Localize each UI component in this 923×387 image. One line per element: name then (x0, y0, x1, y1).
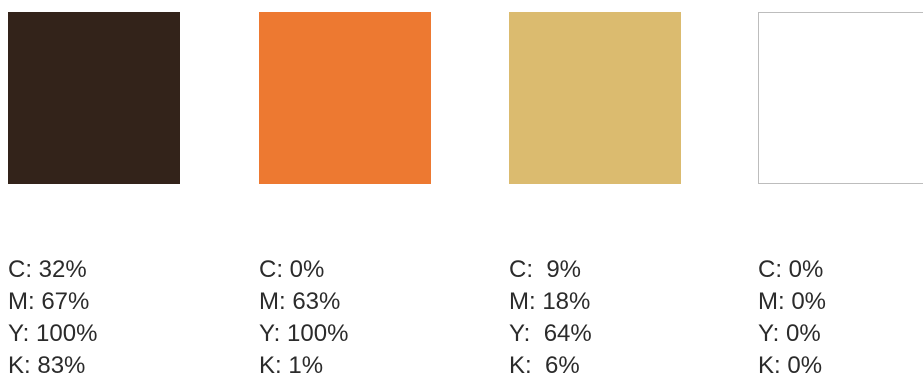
color-swatch-3 (509, 12, 681, 184)
cmyk-values-4: C: 0% M: 0% Y: 0% K: 0% (758, 254, 923, 382)
magenta-value: M: 63% (259, 288, 341, 315)
cyan-value: C: 32% (8, 256, 87, 283)
magenta-value: M: 18% (509, 288, 591, 315)
yellow-value: Y: 64% (509, 320, 592, 347)
black-value: K: 1% (259, 352, 324, 379)
cyan-value: C: 0% (758, 256, 824, 283)
yellow-value: Y: 0% (758, 320, 821, 347)
cmyk-values-2: C: 0% M: 63% Y: 100% K: 1% (259, 254, 434, 382)
magenta-value: M: 0% (758, 288, 827, 315)
cyan-value: C: 0% (259, 256, 325, 283)
cmyk-values-1: C: 32% M: 67% Y: 100% K: 83% (8, 254, 183, 382)
black-value: K: 6% (509, 352, 580, 379)
magenta-value: M: 67% (8, 288, 90, 315)
yellow-value: Y: 100% (8, 320, 98, 347)
cyan-value: C: 9% (509, 256, 582, 283)
color-swatch-1 (8, 12, 180, 184)
black-value: K: 83% (8, 352, 86, 379)
color-swatch-2 (259, 12, 431, 184)
black-value: K: 0% (758, 352, 823, 379)
color-swatch-4 (758, 12, 923, 184)
cmyk-values-3: C: 9% M: 18% Y: 64% K: 6% (509, 254, 684, 382)
yellow-value: Y: 100% (259, 320, 349, 347)
